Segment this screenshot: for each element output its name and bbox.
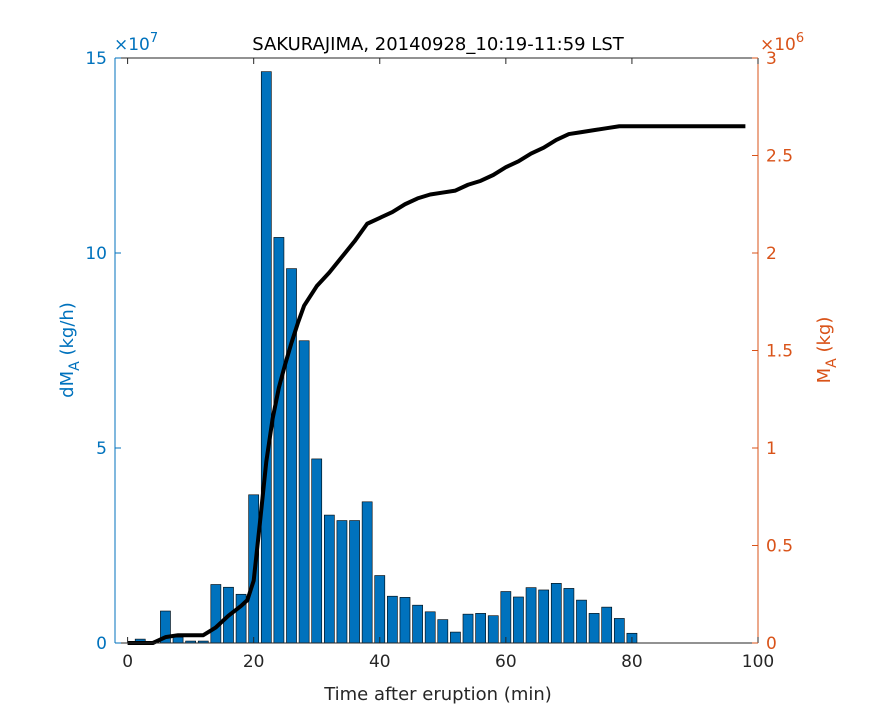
y-left-tick-label-0: 0 (96, 634, 107, 654)
x-tick-label-3: 60 (495, 652, 517, 672)
left-exponent-label: ×107 (114, 31, 158, 55)
axes-layer (114, 57, 759, 644)
y-right-tick-label-2: 1 (766, 439, 777, 459)
y-left-tick-label-1: 5 (96, 439, 107, 459)
left-axis-label-sub: A (67, 361, 83, 371)
cumulative-mass-line (127, 124, 746, 645)
bar-6 (210, 584, 222, 644)
bar-21 (399, 597, 411, 644)
y-right-tick-label-0: 0 (766, 634, 777, 654)
bar-11 (273, 237, 285, 644)
left-exponent-base: ×10 (114, 35, 150, 55)
y-right-tick-label-6: 3 (766, 49, 777, 69)
left-axis-label-unit: (kg/h) (57, 302, 78, 361)
x-tick-label-5: 100 (742, 652, 774, 672)
bar-25 (450, 631, 461, 644)
y-left-tick-label-2: 10 (85, 244, 107, 264)
y-right-tick-label-3: 1.5 (766, 342, 793, 362)
bar-23 (424, 611, 436, 644)
right-exponent-base: ×10 (760, 35, 796, 55)
bar-28 (487, 615, 499, 644)
y-right-tick-label-4: 2 (766, 244, 777, 264)
bar-37 (601, 606, 613, 644)
left-axis-label-main: dM (57, 371, 78, 398)
bar-31 (525, 587, 537, 644)
bar-18 (361, 501, 373, 644)
bar-10 (260, 71, 272, 644)
left-exponent-power: 7 (150, 31, 158, 46)
right-exponent-power: 6 (796, 31, 804, 46)
right-axis-label-main: M (814, 368, 835, 384)
bar-22 (412, 604, 423, 644)
bar-14 (311, 458, 323, 644)
bar-36 (588, 613, 600, 644)
x-tick-label-2: 40 (369, 652, 391, 672)
x-tick-label-4: 80 (621, 652, 643, 672)
bar-34 (563, 588, 575, 644)
bar-27 (475, 613, 486, 644)
right-axis-label: MA (kg) (814, 317, 840, 384)
x-axis-label: Time after eruption (min) (323, 684, 552, 705)
bar-35 (576, 599, 587, 644)
left-axis-label: dMA (kg/h) (57, 302, 83, 398)
chart-title: SAKURAJIMA, 20140928_10:19-11:59 LST (252, 34, 625, 55)
y-left-tick-label-3: 15 (85, 49, 107, 69)
bar-19 (374, 575, 386, 644)
right-axis-label-unit: (kg) (814, 317, 835, 359)
right-axis-label-sub: A (824, 358, 840, 368)
bar-26 (462, 613, 474, 644)
bar-15 (323, 514, 335, 644)
bar-12 (286, 268, 297, 644)
bar-32 (538, 589, 550, 644)
bar-13 (298, 340, 310, 644)
y-right-tick-label-5: 2.5 (766, 147, 793, 167)
y-right-tick-label-1: 0.5 (766, 537, 793, 557)
bar-30 (513, 596, 524, 644)
bar-20 (387, 595, 398, 644)
bar-33 (550, 583, 562, 644)
bar-38 (613, 618, 625, 644)
right-exponent-label: ×106 (760, 31, 804, 55)
bar-3 (172, 636, 184, 644)
bar-17 (349, 520, 360, 644)
x-tick-label-1: 20 (243, 652, 265, 672)
bars-layer (134, 71, 638, 644)
bar-24 (437, 619, 449, 644)
bar-29 (500, 591, 512, 644)
bar-16 (336, 520, 348, 644)
x-tick-label-0: 0 (122, 652, 133, 672)
